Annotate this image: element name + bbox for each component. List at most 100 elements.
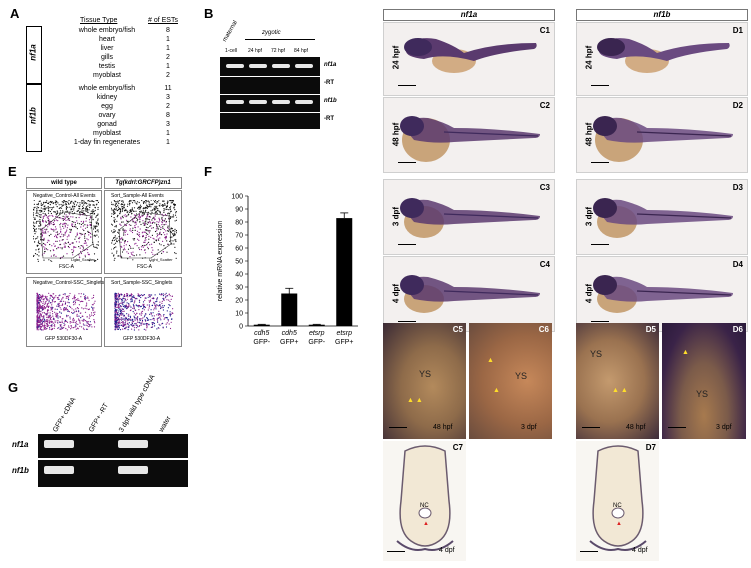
bar-chart-f: 0 10 20 30 40 50 60 70 80 90 100 relative mRNA expr… xyxy=(217,194,358,346)
table-a-row-count: 11 xyxy=(164,85,172,92)
gel-g-band xyxy=(118,466,148,474)
flow-col-wildtype: wild type xyxy=(26,177,102,189)
embryo-image xyxy=(400,116,540,162)
group-nf1a-box xyxy=(26,26,42,84)
group-nf1b-label: nf1b xyxy=(28,107,38,124)
scatter-plot-1 xyxy=(33,200,99,262)
panel-c5: C5 YS ▲ ▲ 48 hpf xyxy=(383,323,466,439)
gel-b-band xyxy=(226,100,244,104)
table-a-row-tissue: egg xyxy=(101,103,113,110)
stage-label: 48 hpf xyxy=(391,122,401,147)
table-a-row-tissue: whole embryo/fish xyxy=(78,85,136,92)
y-tick-label: 30 xyxy=(235,285,243,292)
flow-gate-1: Light_Scatter xyxy=(71,257,95,262)
flow-col-transgenic: Tg(kdrl:GRCFP)zn1 xyxy=(104,177,182,189)
table-a-row-count: 1 xyxy=(166,139,170,146)
table-a-row-tissue: heart xyxy=(99,36,115,43)
embryo-image xyxy=(593,198,733,238)
gel-b-lane-label: 24 hpf xyxy=(248,48,262,54)
stage-label: 24 hpf xyxy=(584,45,594,70)
stage-label: 3 dpf xyxy=(584,206,594,227)
gel-b-band xyxy=(226,64,244,68)
gel-g-lane-label: water xyxy=(158,415,173,434)
panel-c6: C6 YS ▲ ▲ 3 dpf xyxy=(469,323,552,439)
gel-b-band xyxy=(272,100,290,104)
y-tick-label: 100 xyxy=(231,194,243,201)
scale-bar xyxy=(591,85,609,86)
panel-id: C2 xyxy=(539,101,550,110)
table-a-row-count: 3 xyxy=(166,121,170,128)
flow-plot-4: Sort_Sample-SSC_Singlets GFP 530DF30-A xyxy=(104,277,182,347)
gel-b-separator xyxy=(220,112,320,113)
embryo-image xyxy=(404,38,537,73)
header-nf1a: nf1a xyxy=(383,9,555,21)
flow-plot-3-title: Negative_Control-SSC_Singlets xyxy=(33,280,105,286)
gel-g-lane-label: GFP+ cDNA xyxy=(52,396,78,434)
gel-b-band xyxy=(272,64,290,68)
embryo-image xyxy=(593,116,733,162)
gel-g-band xyxy=(44,466,74,474)
table-a-row-count: 2 xyxy=(166,72,170,79)
flow-gate-2: Light_Scatter xyxy=(149,257,173,262)
table-a-row-tissue: 1-day fin regenerates xyxy=(73,139,141,146)
stage-label: 3 dpf xyxy=(391,206,401,227)
y-tick-label: 80 xyxy=(235,220,243,227)
panel-b-label: B xyxy=(204,6,214,21)
y-tick-label: 10 xyxy=(235,311,243,318)
x-tick-label-gfp: GFP+ xyxy=(280,339,298,346)
panel-e-label: E xyxy=(8,164,17,179)
table-a-row-tissue: gonad xyxy=(97,121,117,128)
gel-b-lane-label: 1-cell xyxy=(225,48,237,54)
table-a-row-count: 1 xyxy=(166,63,170,70)
zygotic-line xyxy=(245,39,315,40)
table-a-row-tissue: liver xyxy=(100,45,114,52)
maternal-label: maternal xyxy=(222,19,239,43)
table-a-col-ests: # of ESTs xyxy=(148,17,178,24)
scale-bar xyxy=(398,244,416,245)
table-a-row-count: 8 xyxy=(166,112,170,119)
flow-plot-3: Negative_Control-SSC_Singlets GFP 530DF3… xyxy=(26,277,105,347)
group-nf1b-box xyxy=(26,84,42,152)
gel-g-row-label: nf1b xyxy=(12,466,29,475)
y-tick-label: 20 xyxy=(235,298,243,305)
gel-b-band xyxy=(295,64,313,68)
x-tick-label-gene: cdh5 xyxy=(254,330,269,337)
gel-b-separator xyxy=(220,94,320,95)
panel-c4: C4 4 dpf xyxy=(383,256,555,332)
gel-b-row-label: -RT xyxy=(324,80,334,86)
x-tick-label-gene: cdh5 xyxy=(282,330,297,337)
panel-c7: C7 NC ▲ 4 dpf xyxy=(383,441,466,561)
y-tick-label: 90 xyxy=(235,207,243,214)
panel-id: D1 xyxy=(732,26,743,35)
panel-f-label: F xyxy=(204,164,212,179)
scale-bar xyxy=(591,244,609,245)
gel-b-band xyxy=(249,100,267,104)
header-nf1b: nf1b xyxy=(576,9,748,21)
gel-b-row-label: -RT xyxy=(324,116,334,122)
panel-c1: C1 24 hpf xyxy=(383,22,555,96)
panel-d7: D7 NC ▲ 4 dpf xyxy=(576,441,659,561)
panel-d3: D3 3 dpf xyxy=(576,179,748,255)
panel-id: D4 xyxy=(732,260,743,269)
y-tick-label: 0 xyxy=(239,324,243,331)
stage-label: 4 dpf xyxy=(584,283,594,304)
panel-d2: D2 48 hpf xyxy=(576,97,748,173)
flow-xlabel-4: GFP 530DF30-A xyxy=(123,336,161,342)
gel-b-separator xyxy=(220,76,320,77)
y-tick-label: 70 xyxy=(235,233,243,240)
panel-d6: D6 YS ▲ 3 dpf xyxy=(662,323,746,439)
scatter-plot-2 xyxy=(111,200,177,262)
table-a-row-count: 1 xyxy=(166,45,170,52)
gel-g-band xyxy=(118,440,148,448)
flow-plot-1: Negative_Control-All Events Light_Scatte… xyxy=(26,190,102,274)
x-tick-label-gene: etsrp xyxy=(309,330,325,337)
bar xyxy=(308,324,325,326)
panel-id: C3 xyxy=(539,183,550,192)
table-a-row-count: 3 xyxy=(166,94,170,101)
panel-id: C1 xyxy=(539,26,550,35)
panel-d4: D4 4 dpf xyxy=(576,256,748,332)
embryo-image xyxy=(400,198,540,238)
gel-g-band xyxy=(44,440,74,448)
table-a-row-count: 8 xyxy=(166,27,170,34)
scale-bar xyxy=(398,162,416,163)
